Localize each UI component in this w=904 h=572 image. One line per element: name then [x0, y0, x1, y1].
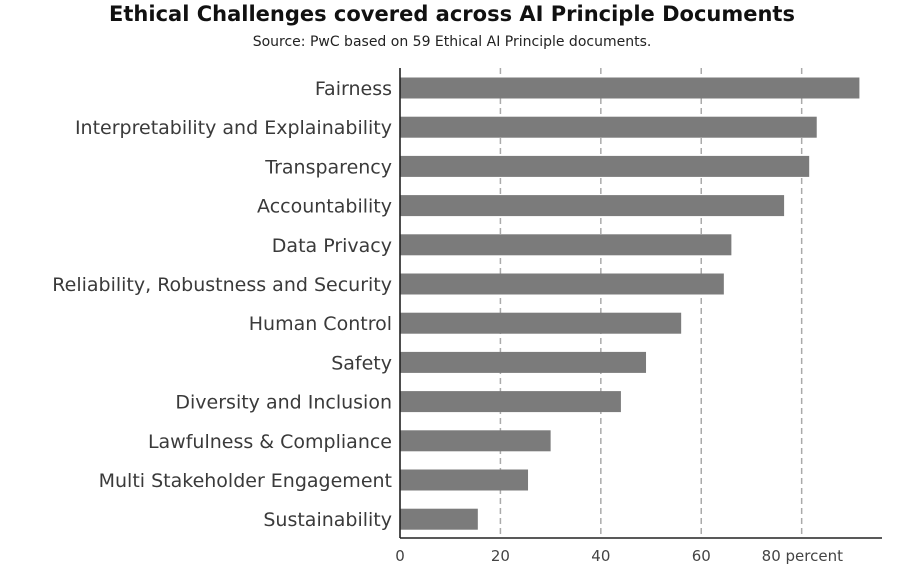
- category-label-6: Human Control: [249, 313, 392, 335]
- category-labels: Fairness Interpretability and Explainabil…: [52, 78, 392, 531]
- bar-11: [400, 508, 478, 530]
- bar-4: [400, 234, 732, 256]
- bar-10: [400, 469, 529, 491]
- category-label-1: Interpretability and Explainability: [75, 117, 392, 139]
- category-label-9: Lawfulness & Compliance: [148, 431, 392, 453]
- bar-1: [400, 116, 817, 138]
- axes: [399, 68, 882, 539]
- x-tick-label-60: 60: [692, 547, 711, 565]
- category-label-5: Reliability, Robustness and Security: [52, 274, 392, 296]
- bar-9: [400, 430, 551, 452]
- bar-3: [400, 195, 785, 217]
- category-label-3: Accountability: [257, 196, 392, 218]
- x-tick-label-80: 80 percent: [762, 547, 843, 565]
- bar-8: [400, 391, 621, 413]
- bars: [400, 77, 860, 530]
- category-label-0: Fairness: [315, 78, 392, 100]
- chart-title: Ethical Challenges covered across AI Pri…: [109, 2, 795, 26]
- category-label-10: Multi Stakeholder Engagement: [99, 470, 392, 492]
- grid-lines: [499, 68, 803, 538]
- category-label-8: Diversity and Inclusion: [175, 392, 392, 414]
- x-tick-labels: 0 20 40 60 80 percent: [395, 547, 843, 565]
- x-tick-label-0: 0: [395, 547, 405, 565]
- x-tick-label-40: 40: [591, 547, 610, 565]
- category-label-2: Transparency: [264, 156, 392, 178]
- bar-0: [400, 77, 860, 99]
- bar-2: [400, 155, 810, 177]
- category-label-11: Sustainability: [263, 509, 392, 531]
- bar-7: [400, 351, 647, 373]
- bar-6: [400, 312, 682, 334]
- chart-subtitle: Source: PwC based on 59 Ethical AI Princ…: [252, 34, 652, 50]
- category-label-4: Data Privacy: [272, 235, 392, 257]
- bar-5: [400, 273, 724, 295]
- category-label-7: Safety: [331, 352, 392, 374]
- x-tick-label-20: 20: [491, 547, 510, 565]
